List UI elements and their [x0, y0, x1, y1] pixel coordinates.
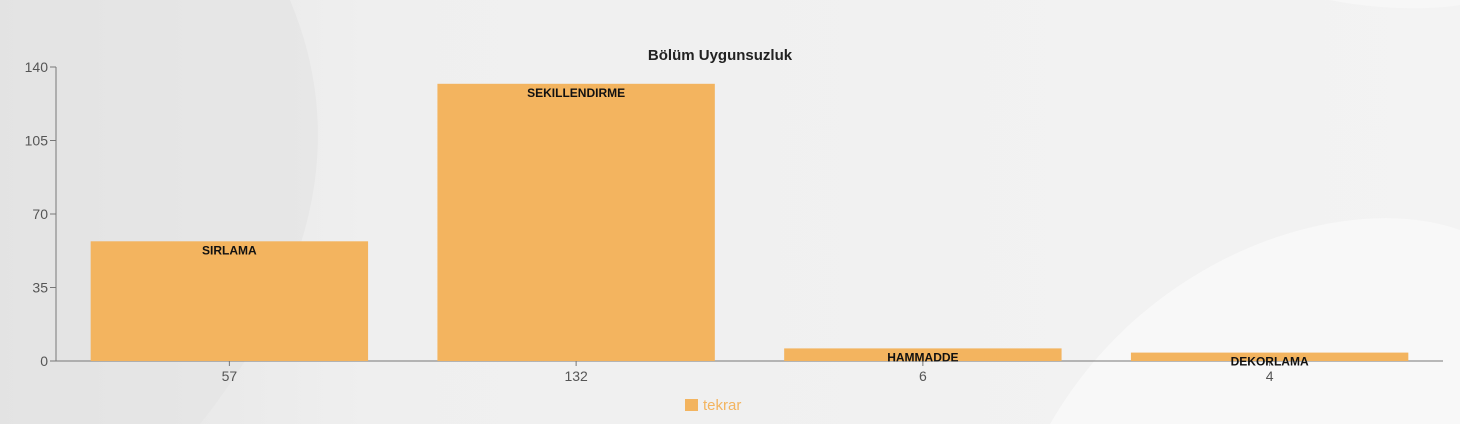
background-swoosh-right: [1050, 218, 1460, 424]
chart-title: Bölüm Uygunsuzluk: [648, 47, 793, 64]
bar[interactable]: [437, 83, 715, 362]
background-swoosh-top: [1330, 0, 1460, 9]
y-tick-label: 35: [32, 280, 48, 296]
y-tick-label: 70: [32, 206, 48, 222]
bar-data-label: SEKILLENDIRME: [527, 86, 625, 100]
y-tick-label: 0: [40, 353, 48, 369]
x-tick-label: 132: [564, 368, 588, 384]
x-tick-label: 57: [222, 368, 238, 384]
x-tick-label: 6: [919, 368, 927, 384]
bars-group: [90, 83, 1409, 362]
bar-labels-group: SIRLAMA SEKILLENDIRME HAMMADDE DEKORLAMA: [202, 86, 1309, 369]
bar-data-label: HAMMADDE: [887, 350, 958, 364]
bar[interactable]: [1130, 352, 1409, 361]
bar-data-label: DEKORLAMA: [1231, 355, 1309, 369]
legend-label[interactable]: tekrar: [703, 397, 741, 414]
legend[interactable]: tekrar: [685, 397, 741, 414]
bar[interactable]: [90, 241, 369, 361]
y-axis: 0 35 70 105 140: [25, 59, 57, 369]
bar[interactable]: [784, 348, 1062, 361]
x-tick-labels-group: 57 132 6 4: [222, 368, 1274, 384]
y-tick-label: 140: [25, 59, 49, 75]
bar-data-label: SIRLAMA: [202, 243, 257, 257]
y-tick-label: 105: [25, 133, 49, 149]
legend-swatch[interactable]: [685, 399, 698, 411]
x-tick-label: 4: [1266, 368, 1274, 384]
